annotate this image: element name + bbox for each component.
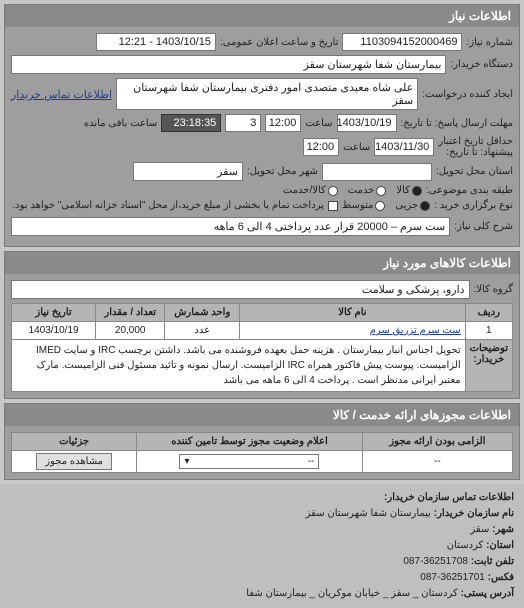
col-date: تاریخ نیاز <box>12 304 96 322</box>
goods-name-link[interactable]: ست سرم تزریق سرم <box>370 325 461 336</box>
fax-value: 36251701-087 <box>420 572 485 583</box>
group-opt-kala[interactable]: کالا <box>396 185 422 196</box>
cell-qty: 20,000 <box>96 322 165 340</box>
desc-label: شرح کلی نیاز: <box>454 221 513 232</box>
license-table: الزامی بودن ارائه مجوز اعلام وضعیت مجوز … <box>11 432 513 473</box>
lic-cell-2: -- <box>137 451 362 473</box>
time-label-1: ساعت <box>305 118 332 129</box>
deadline-label: مهلت ارسال پاسخ: تا تاریخ: <box>401 118 513 129</box>
license-header: اطلاعات مجوزهای ارائه خدمت / کالا <box>5 404 519 426</box>
contact-block: اطلاعات تماس سازمان خریدار: نام سازمان خ… <box>0 484 524 608</box>
delivery-city-field: سقز <box>133 162 243 181</box>
buyer-label: دستگاه خریدار: <box>450 59 513 70</box>
col-idx: ردیف <box>465 304 512 322</box>
addr-label: آدرس پستی: <box>461 588 514 599</box>
org-value: بیمارستان شفا شهرستان سقز <box>306 508 431 519</box>
license-row: -- -- مشاهده مجوز <box>12 451 513 473</box>
group-opt-both[interactable]: کالا/خدمت <box>283 185 338 196</box>
purchase-radio-group: جزیی متوسط <box>342 200 430 211</box>
col-unit: واحد شمارش <box>165 304 240 322</box>
col-qty: تعداد / مقدار <box>96 304 165 322</box>
goods-group-label: گروه کالا: <box>474 284 513 295</box>
pub-datetime-field: 1403/10/15 - 12:21 <box>96 33 216 51</box>
pub-datetime-label: تاریخ و ساعت اعلان عمومی: <box>220 37 339 48</box>
delivery-state-field <box>322 163 432 181</box>
lic-col-1: الزامی بودن ارائه مجوز <box>362 433 512 451</box>
group-label: طبقه بندی موضوعی: <box>426 185 513 196</box>
remaining-text: ساعت باقی مانده <box>84 118 157 129</box>
goods-table: ردیف نام کالا واحد شمارش تعداد / مقدار ت… <box>11 303 513 392</box>
cell-name: ست سرم تزریق سرم <box>240 322 465 340</box>
goods-info-panel: اطلاعات کالاهای مورد نیاز گروه کالا: دار… <box>4 251 520 399</box>
cell-idx: 1 <box>465 322 512 340</box>
cell-date: 1403/10/19 <box>12 322 96 340</box>
req-no-field: 1103094152000469 <box>342 33 462 51</box>
lic-cell-1: -- <box>362 451 512 473</box>
city-label: شهر: <box>492 524 514 535</box>
table-row[interactable]: 1 ست سرم تزریق سرم عدد 20,000 1403/10/19 <box>12 322 513 340</box>
goods-group-field: دارو، پزشکی و سلامت <box>11 280 470 299</box>
cell-unit: عدد <box>165 322 240 340</box>
buyer-field: بیمارستان شفا شهرستان سقز <box>11 55 446 74</box>
addr-value: کردستان _ سقز _ خیابان موکریان _ بیمارست… <box>246 588 458 599</box>
col-name: نام کالا <box>240 304 465 322</box>
lic-col-3: جزئیات <box>12 433 137 451</box>
validity-label: حداقل تاریخ اعتبار پیشنهاد: تا تاریخ: <box>438 136 513 158</box>
license-panel: اطلاعات مجوزهای ارائه خدمت / کالا الزامی… <box>4 403 520 480</box>
treasury-checkbox[interactable] <box>328 201 338 211</box>
state-label: استان: <box>486 540 514 551</box>
fax-label: فکس: <box>488 572 514 583</box>
deadline-date-field: 1403/10/19 <box>337 114 397 132</box>
requester-field: علی شاه معبدی متصدی امور دفتری بیمارستان… <box>116 78 418 110</box>
group-radio-group: کالا خدمت کالا/خدمت <box>283 185 422 196</box>
need-info-panel: اطلاعات نیاز شماره نیاز: 110309415200046… <box>4 4 520 247</box>
detail-text: تحویل اجناس انبار بیمارستان . هزینه حمل … <box>12 340 466 392</box>
validity-date-field: 1403/11/30 <box>374 138 434 156</box>
req-no-label: شماره نیاز: <box>466 37 513 48</box>
tel-label: تلفن ثابت: <box>471 556 514 567</box>
purchase-opt-2[interactable]: متوسط <box>342 200 385 211</box>
treasury-note: پرداخت تمام یا بخشی از مبلغ خرید،از محل … <box>11 200 324 211</box>
deadline-time-field: 12:00 <box>265 114 301 132</box>
license-status-select[interactable]: -- <box>179 454 319 469</box>
city-value: سقز <box>470 524 489 535</box>
org-label: نام سازمان خریدار: <box>434 508 514 519</box>
detail-label: توضیحات خریدار: <box>465 340 512 392</box>
group-opt-khedmat[interactable]: خدمت <box>348 185 387 196</box>
requester-label: ایجاد کننده درخواست: <box>422 89 513 100</box>
validity-time-field: 12:00 <box>303 138 339 156</box>
time-label-2: ساعت <box>343 142 370 153</box>
lic-cell-3: مشاهده مجوز <box>12 451 137 473</box>
view-license-button[interactable]: مشاهده مجوز <box>36 453 112 470</box>
remaining-time-field: 23:18:35 <box>161 114 221 132</box>
delivery-state-label: استان محل تحویل: <box>436 166 513 177</box>
buyer-contact-link[interactable]: اطلاعات تماس خریدار <box>11 88 112 101</box>
remaining-days-field: 3 <box>225 114 261 132</box>
purchase-opt-1[interactable]: جزیی <box>395 200 430 211</box>
contact-title: اطلاعات تماس سازمان خریدار: <box>384 492 514 503</box>
lic-col-2: اعلام وضعیت مجوز توسط تامین کننده <box>137 433 362 451</box>
purchase-type-label: نوع برگزاری خرید : <box>434 200 513 211</box>
delivery-city-label: شهر محل تحویل: <box>247 166 318 177</box>
tel-value: 36251708-087 <box>403 556 468 567</box>
need-info-header: اطلاعات نیاز <box>5 5 519 27</box>
desc-field: ست سرم – 20000 قرار عدد پرداختی 4 الی 6 … <box>11 217 450 236</box>
goods-info-header: اطلاعات کالاهای مورد نیاز <box>5 252 519 274</box>
state-value: کردستان <box>447 540 484 551</box>
